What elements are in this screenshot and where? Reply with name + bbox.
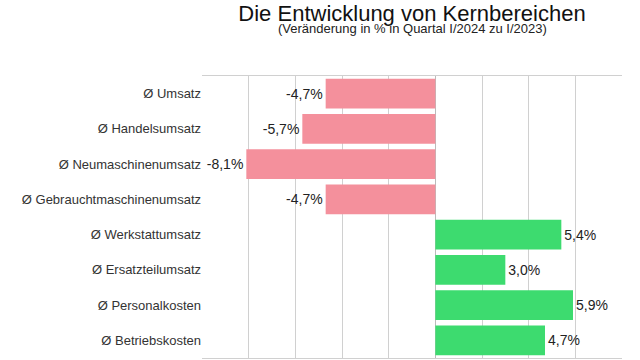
svg-text:Ø Ersatzteilumsatz: Ø Ersatzteilumsatz — [92, 262, 201, 277]
svg-text:Ø Betriebskosten: Ø Betriebskosten — [101, 333, 201, 348]
svg-text:Die Entwicklung von Kernbereic: Die Entwicklung von Kernbereichen — [238, 1, 585, 26]
svg-text:Ø Neumaschinenumsatz: Ø Neumaschinenumsatz — [59, 157, 201, 172]
svg-text:4,7%: 4,7% — [548, 332, 580, 348]
svg-text:3,0%: 3,0% — [508, 262, 540, 278]
svg-text:5,9%: 5,9% — [576, 297, 608, 313]
svg-text:-4,7%: -4,7% — [286, 191, 323, 207]
svg-text:-8,1%: -8,1% — [207, 156, 244, 172]
svg-text:-5,7%: -5,7% — [263, 121, 300, 137]
svg-text:5,4%: 5,4% — [564, 227, 596, 243]
svg-text:-4,7%: -4,7% — [286, 86, 323, 102]
svg-text:Ø Gebrauchtmaschinenumsatz: Ø Gebrauchtmaschinenumsatz — [22, 192, 201, 207]
svg-text:Ø Personalkosten: Ø Personalkosten — [98, 298, 201, 313]
svg-text:(Veränderung in % in Quartal I: (Veränderung in % in Quartal I/2024 zu I… — [278, 21, 547, 36]
svg-text:Ø Handelsumsatz: Ø Handelsumsatz — [98, 121, 201, 136]
svg-text:Ø Umsatz: Ø Umsatz — [143, 86, 201, 101]
svg-text:Ø Werkstattumsatz: Ø Werkstattumsatz — [91, 227, 201, 242]
